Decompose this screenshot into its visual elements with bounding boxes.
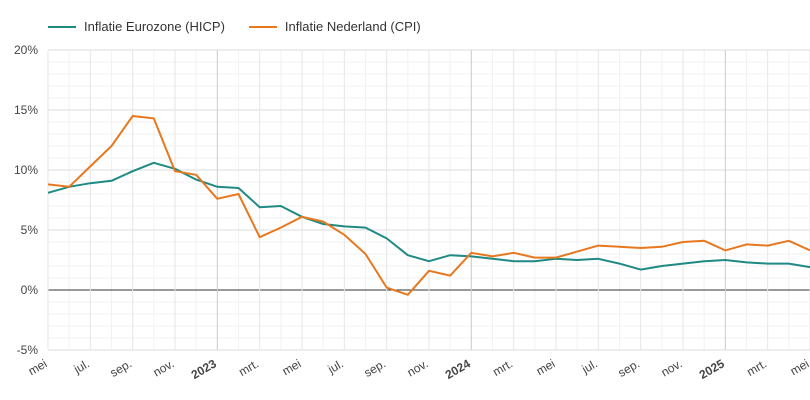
- data-point-eurozone[interactable]: [427, 259, 431, 263]
- data-point-nederland[interactable]: [745, 242, 749, 246]
- data-point-eurozone[interactable]: [660, 264, 664, 268]
- x-tick-label: 2024: [443, 356, 473, 382]
- y-tick-label: 20%: [14, 43, 38, 57]
- data-point-nederland[interactable]: [639, 246, 643, 250]
- data-point-nederland[interactable]: [787, 239, 791, 243]
- data-point-eurozone[interactable]: [533, 259, 537, 263]
- data-point-nederland[interactable]: [173, 169, 177, 173]
- x-tick-label: nov.: [659, 356, 685, 379]
- data-point-nederland[interactable]: [681, 240, 685, 244]
- x-tick-label: mei: [26, 356, 50, 378]
- legend-swatch-nederland: [248, 25, 277, 28]
- x-tick-label: nov.: [405, 356, 431, 379]
- data-point-eurozone[interactable]: [237, 186, 241, 190]
- legend-item-eurozone[interactable]: Inflatie Eurozone (HICP): [48, 19, 225, 34]
- data-point-nederland[interactable]: [554, 256, 558, 260]
- data-point-eurozone[interactable]: [279, 204, 283, 208]
- x-tick-label: jul.: [71, 356, 92, 376]
- y-tick-label: 0%: [21, 283, 39, 297]
- data-point-nederland[interactable]: [469, 251, 473, 255]
- data-point-nederland[interactable]: [237, 192, 241, 196]
- data-point-nederland[interactable]: [131, 114, 135, 118]
- x-tick-label: nov.: [151, 356, 177, 379]
- data-point-eurozone[interactable]: [448, 253, 452, 257]
- data-point-eurozone[interactable]: [342, 224, 346, 228]
- data-point-nederland[interactable]: [88, 164, 92, 168]
- data-point-nederland[interactable]: [364, 252, 368, 256]
- data-point-nederland[interactable]: [427, 269, 431, 273]
- legend-swatch-eurozone: [48, 25, 76, 28]
- data-point-nederland[interactable]: [596, 244, 600, 248]
- data-point-eurozone[interactable]: [88, 181, 92, 185]
- y-tick-label: 15%: [14, 103, 38, 117]
- data-point-eurozone[interactable]: [702, 259, 706, 263]
- y-tick-label: 5%: [21, 223, 39, 237]
- data-point-eurozone[interactable]: [258, 205, 262, 209]
- data-point-eurozone[interactable]: [406, 253, 410, 257]
- data-point-eurozone[interactable]: [364, 226, 368, 230]
- data-point-nederland[interactable]: [385, 286, 389, 290]
- data-point-nederland[interactable]: [152, 116, 156, 120]
- data-point-eurozone[interactable]: [766, 262, 770, 266]
- data-point-nederland[interactable]: [194, 173, 198, 177]
- data-point-nederland[interactable]: [300, 215, 304, 219]
- data-point-nederland[interactable]: [321, 220, 325, 224]
- data-point-nederland[interactable]: [342, 233, 346, 237]
- data-point-eurozone[interactable]: [575, 258, 579, 262]
- x-tick-label: mrt.: [490, 356, 515, 378]
- data-point-eurozone[interactable]: [787, 262, 791, 266]
- series-line-nederland: [47, 115, 810, 296]
- data-point-nederland[interactable]: [258, 235, 262, 239]
- data-point-eurozone[interactable]: [131, 169, 135, 173]
- data-point-nederland[interactable]: [406, 293, 410, 297]
- x-tick-label: 2023: [189, 356, 219, 382]
- x-tick-label: sep.: [362, 356, 389, 379]
- x-tick-label: 2025: [697, 356, 727, 382]
- x-tick-label: mrt.: [236, 356, 261, 378]
- x-tick-label: mei: [788, 356, 810, 378]
- data-point-nederland[interactable]: [110, 144, 114, 148]
- data-point-nederland[interactable]: [575, 250, 579, 254]
- data-point-nederland[interactable]: [67, 185, 71, 189]
- data-point-eurozone[interactable]: [618, 262, 622, 266]
- data-point-eurozone[interactable]: [46, 191, 50, 195]
- data-point-eurozone[interactable]: [110, 179, 114, 183]
- data-point-eurozone[interactable]: [194, 178, 198, 182]
- data-point-nederland[interactable]: [723, 248, 727, 252]
- x-tick-label: mrt.: [744, 356, 769, 378]
- data-point-nederland[interactable]: [533, 256, 537, 260]
- data-point-eurozone[interactable]: [512, 259, 516, 263]
- data-point-eurozone[interactable]: [639, 268, 643, 272]
- data-point-eurozone[interactable]: [385, 236, 389, 240]
- y-tick-label: -5%: [17, 343, 39, 357]
- x-tick-label: jul.: [325, 356, 346, 376]
- legend-label-eurozone: Inflatie Eurozone (HICP): [84, 19, 225, 34]
- data-point-nederland[interactable]: [512, 251, 516, 255]
- data-point-eurozone[interactable]: [745, 260, 749, 264]
- legend-label-nederland: Inflatie Nederland (CPI): [284, 19, 421, 34]
- chart-legend: Inflatie Eurozone (HICP) Inflatie Nederl…: [48, 19, 421, 34]
- data-point-nederland[interactable]: [766, 244, 770, 248]
- data-point-eurozone[interactable]: [215, 185, 219, 189]
- data-point-eurozone[interactable]: [596, 257, 600, 261]
- data-point-nederland[interactable]: [448, 274, 452, 278]
- data-point-nederland[interactable]: [46, 182, 50, 186]
- data-point-nederland[interactable]: [618, 245, 622, 249]
- data-point-eurozone[interactable]: [723, 258, 727, 262]
- x-tick-label: sep.: [108, 356, 135, 379]
- x-tick-label: sep.: [616, 356, 643, 379]
- x-tick-label: mei: [280, 356, 304, 378]
- legend-item-nederland[interactable]: Inflatie Nederland (CPI): [248, 19, 421, 34]
- x-tick-label: mei: [534, 356, 558, 378]
- data-point-nederland[interactable]: [279, 226, 283, 230]
- y-tick-label: 10%: [14, 163, 38, 177]
- data-point-eurozone[interactable]: [681, 262, 685, 266]
- data-point-eurozone[interactable]: [152, 161, 156, 165]
- data-point-nederland[interactable]: [491, 254, 495, 258]
- x-tick-label: jul.: [579, 356, 600, 376]
- data-point-nederland[interactable]: [215, 197, 219, 201]
- data-point-nederland[interactable]: [660, 245, 664, 249]
- data-point-nederland[interactable]: [702, 239, 706, 243]
